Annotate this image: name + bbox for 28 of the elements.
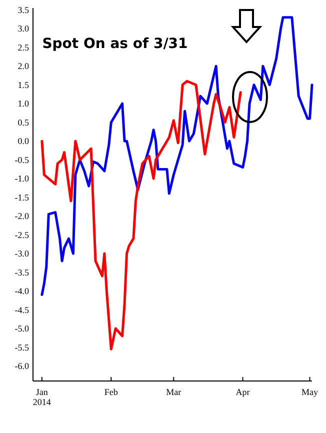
annotation: Spot On as of 3/31 [42,36,188,52]
y-tick-label: 0.0 [18,136,30,146]
y-tick-label: 1.0 [18,98,30,109]
y-tick-label: -5.0 [14,324,30,334]
y-tick-label: -5.5 [14,342,30,352]
y-tick-label: 0.5 [18,117,30,128]
x-tick-label: Feb [104,387,118,397]
y-tick-label: 2.5 [18,42,30,52]
y-tick-label: -2.5 [14,230,30,240]
x-tick-label: Jan 2014 [32,387,52,407]
x-tick-label: May [302,387,319,397]
y-tick-label: -3.5 [14,267,30,278]
y-tick-label: -6.0 [14,361,30,372]
y-tick-label: 3.0 [18,24,30,34]
line-series [40,16,314,296]
y-tick-label: -1.5 [14,192,30,202]
line-series [40,80,242,350]
x-tick-label: Mar [166,387,182,397]
y-tick-label: -0.5 [14,154,30,165]
y-tick-label: -3.0 [14,248,30,259]
y-tick-label: -4.0 [14,286,30,296]
y-tick-label: -1.0 [14,174,30,184]
y-tick-label: -2.0 [14,211,30,222]
x-tick-label: Apr [236,387,250,397]
y-tick-label: -4.5 [14,304,30,315]
y-tick-label: 3.5 [18,4,30,15]
y-tick-label: 1.5 [18,80,30,90]
y-tick-label: 2.0 [18,61,30,72]
